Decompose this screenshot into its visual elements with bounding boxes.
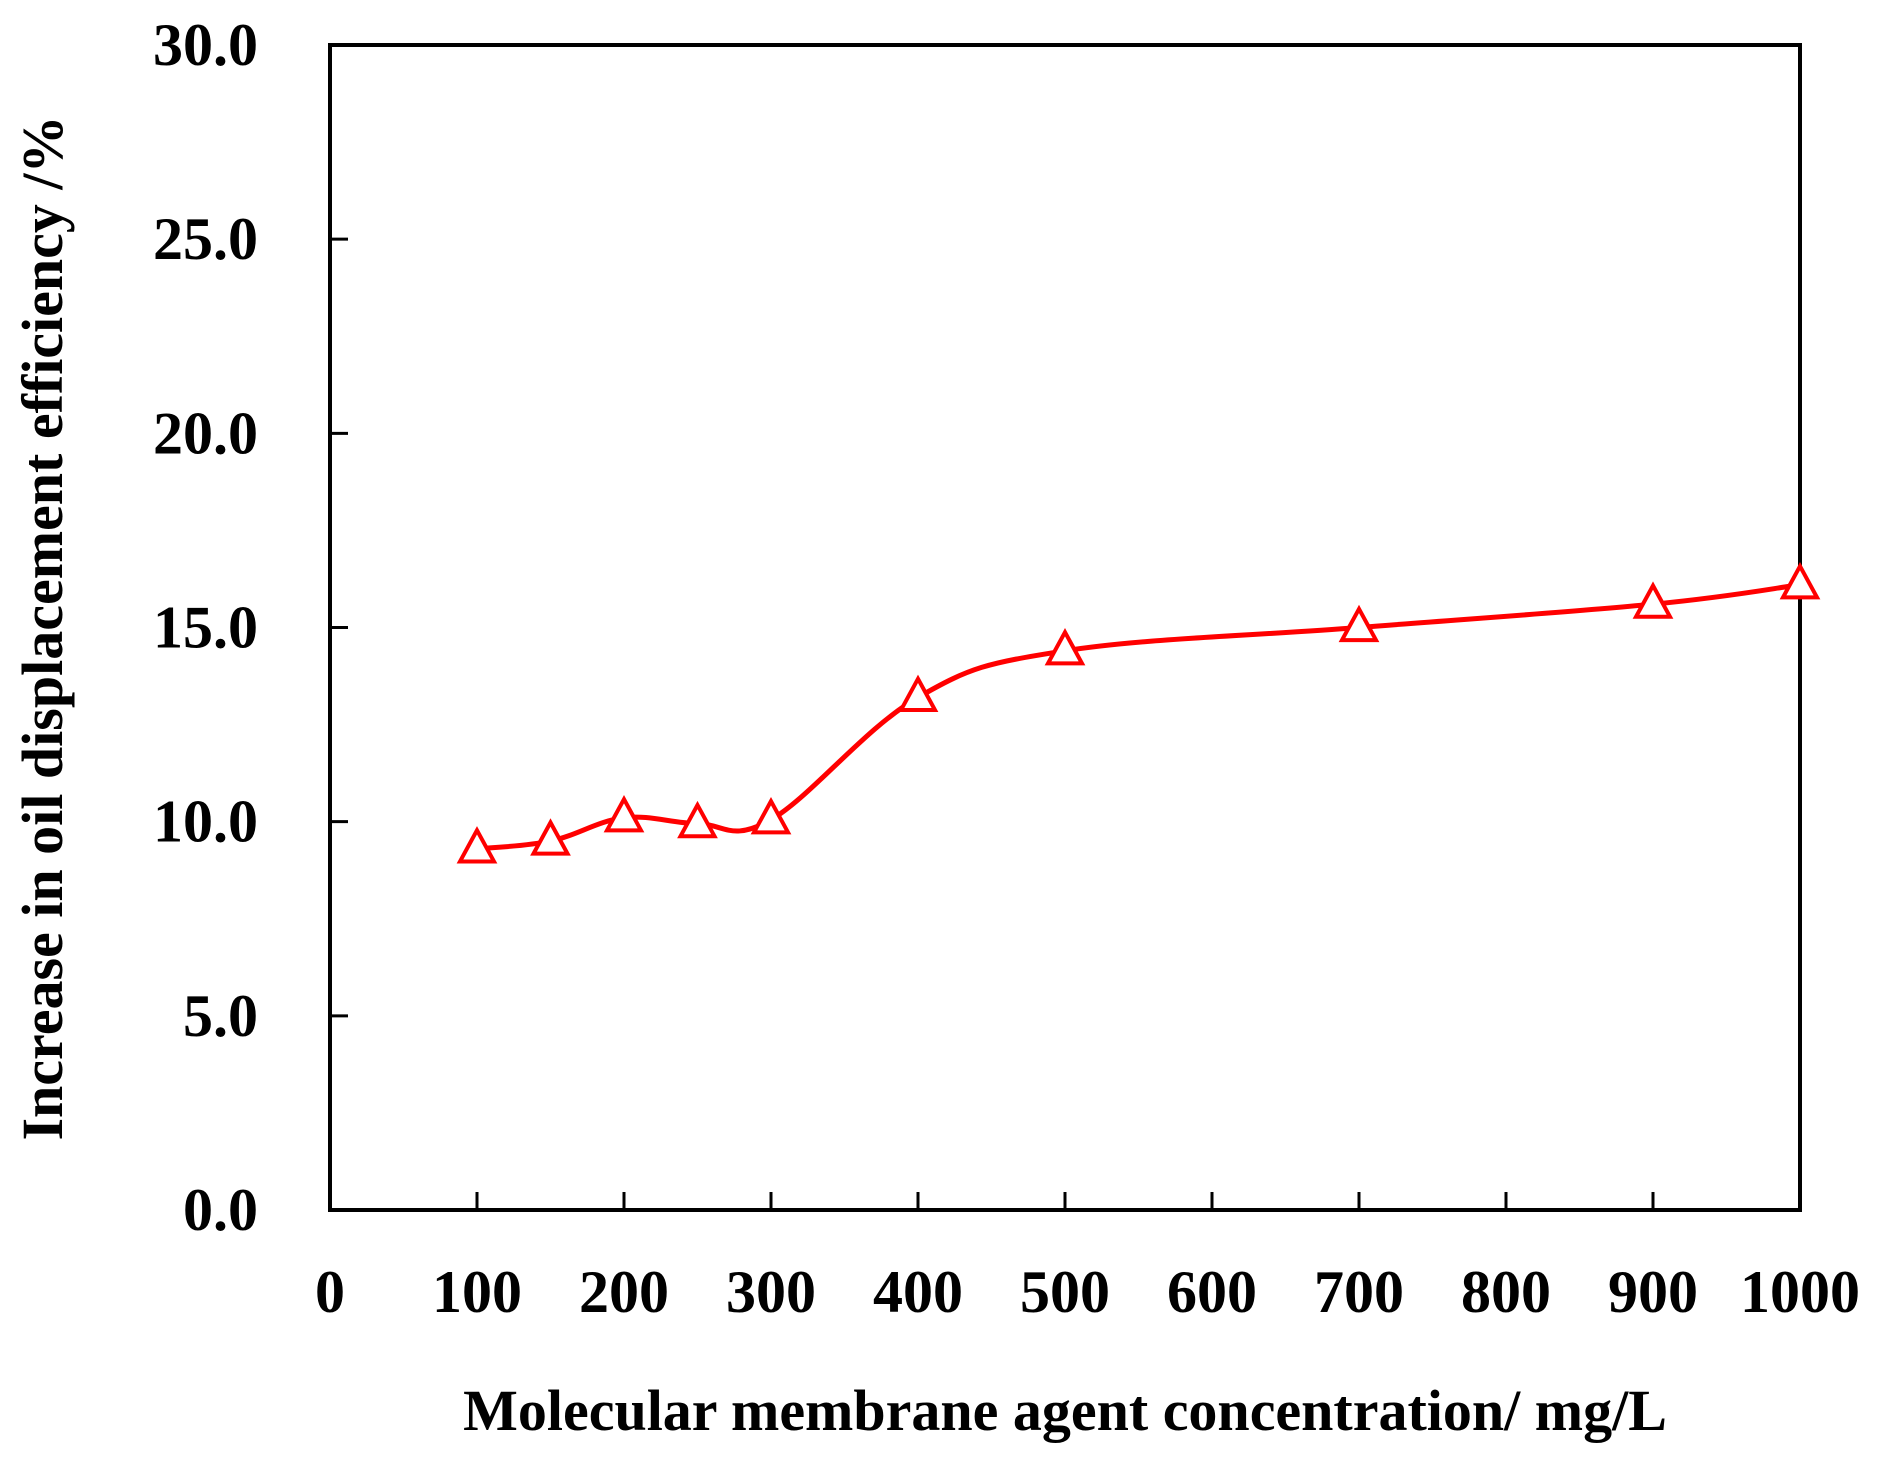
x-tick-label: 400	[873, 1259, 963, 1325]
y-axis: 0.0 5.0 10.0 15.0 20.0 25.0 30.0	[153, 12, 348, 1243]
x-tick-label: 700	[1314, 1259, 1404, 1325]
series-layer	[456, 562, 1821, 864]
y-tick-label: 10.0	[153, 789, 258, 855]
data-point-marker	[1338, 604, 1380, 643]
series-line	[474, 582, 1803, 852]
y-tick-label: 0.0	[183, 1177, 258, 1243]
x-tick-label: 500	[1020, 1259, 1110, 1325]
data-point-marker	[1632, 581, 1674, 619]
data-point-marker	[603, 795, 645, 833]
data-point-marker	[750, 796, 792, 835]
data-point-marker	[530, 818, 571, 856]
x-axis: 0 100 200 300 400 500 600 700 800 900 1000	[315, 1192, 1860, 1325]
data-point-marker	[1044, 628, 1086, 666]
x-tick-label: 300	[726, 1259, 816, 1325]
x-tick-label: 0	[315, 1259, 345, 1325]
data-point-marker	[1779, 562, 1821, 600]
y-tick-label: 30.0	[153, 12, 258, 78]
x-tick-label: 1000	[1740, 1259, 1860, 1325]
x-tick-label: 800	[1461, 1259, 1551, 1325]
x-tick-label: 100	[432, 1259, 522, 1325]
x-tick-label: 600	[1167, 1259, 1257, 1325]
y-tick-label: 15.0	[153, 595, 258, 661]
x-tick-label: 900	[1608, 1259, 1698, 1325]
data-point-marker	[456, 826, 498, 864]
x-tick-label: 200	[579, 1259, 669, 1325]
y-tick-label: 20.0	[153, 400, 258, 466]
y-axis-title: Increase in oil displacement efficiency …	[10, 115, 75, 1140]
x-axis-title: Molecular membrane agent concentration/ …	[463, 1378, 1667, 1443]
plot-area-frame	[328, 43, 1802, 1212]
data-point-marker	[897, 674, 939, 712]
data-point-marker	[677, 800, 718, 839]
y-tick-label: 25.0	[153, 206, 258, 272]
y-tick-label: 5.0	[183, 983, 258, 1049]
